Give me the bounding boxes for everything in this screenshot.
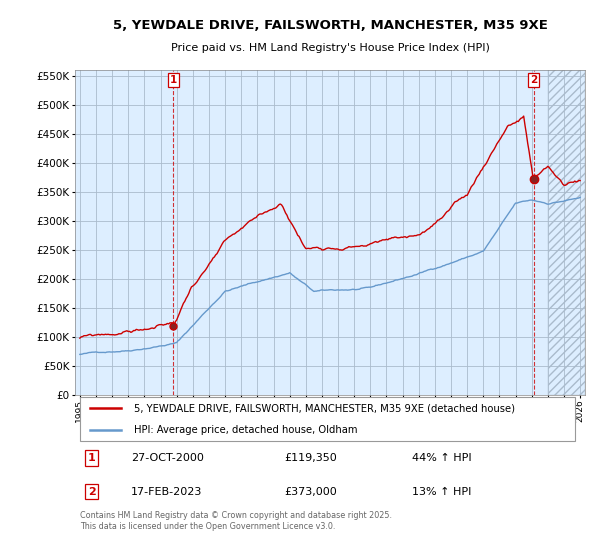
Text: 44% ↑ HPI: 44% ↑ HPI [412,453,471,463]
Text: HPI: Average price, detached house, Oldham: HPI: Average price, detached house, Oldh… [134,426,357,435]
Point [86,427,94,433]
Text: 2: 2 [530,75,538,85]
Text: £119,350: £119,350 [284,453,337,463]
Text: 27-OCT-2000: 27-OCT-2000 [131,453,204,463]
Point [118,404,125,411]
Text: Contains HM Land Registry data © Crown copyright and database right 2025.
This d: Contains HM Land Registry data © Crown c… [80,511,392,531]
Text: 17-FEB-2023: 17-FEB-2023 [131,487,202,497]
Point [86,404,94,411]
Text: 1: 1 [170,75,177,85]
Text: 2: 2 [88,487,95,497]
FancyBboxPatch shape [80,397,575,441]
Text: 5, YEWDALE DRIVE, FAILSWORTH, MANCHESTER, M35 9XE (detached house): 5, YEWDALE DRIVE, FAILSWORTH, MANCHESTER… [134,403,515,413]
Text: Price paid vs. HM Land Registry's House Price Index (HPI): Price paid vs. HM Land Registry's House … [170,43,490,53]
Point [118,427,125,433]
Text: 5, YEWDALE DRIVE, FAILSWORTH, MANCHESTER, M35 9XE: 5, YEWDALE DRIVE, FAILSWORTH, MANCHESTER… [113,20,547,32]
Text: £373,000: £373,000 [284,487,337,497]
Bar [548,70,585,395]
Text: 1: 1 [88,453,95,463]
Text: 13% ↑ HPI: 13% ↑ HPI [412,487,471,497]
